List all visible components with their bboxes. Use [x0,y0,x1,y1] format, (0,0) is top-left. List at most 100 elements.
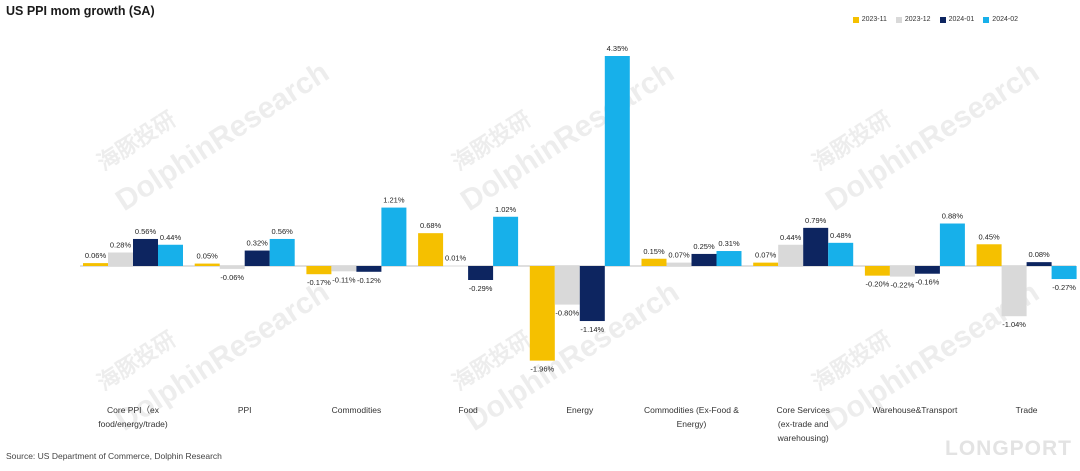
category-label-line: PPI [238,405,252,415]
data-label: 0.79% [805,216,827,225]
category-label-line: (ex-trade and [778,419,829,429]
chart-legend: 2023-11 2023-12 2024-01 2024-02 [852,16,1018,23]
bar [753,262,779,266]
data-label: 0.15% [643,247,665,256]
category-label-line: Core Services [777,405,830,415]
bar [529,266,555,361]
data-label: -0.27% [1052,283,1076,292]
data-label: -0.16% [916,278,940,287]
data-label: 0.48% [830,231,852,240]
bar [579,266,605,322]
data-label: 0.88% [942,212,964,221]
data-label: 0.05% [197,252,219,261]
category-label: Commodities [332,405,382,415]
category-label: Core PPI（ex food/energy/trade) [98,405,168,429]
data-label: -0.22% [891,281,915,290]
bar [554,266,580,305]
bar [493,216,519,266]
bar [219,266,245,269]
bar [468,266,494,280]
category-label: Energy [566,405,594,415]
data-label: 0.01% [445,254,467,263]
category-label-line: warehousing) [777,433,829,443]
legend-item-2024-02: 2024-02 [983,16,1018,23]
legend-label: 2024-02 [992,16,1018,23]
bar [1026,262,1052,266]
category-label-line: Commodities [332,405,382,415]
bar [443,265,469,267]
bar [604,56,630,266]
bar [381,207,407,266]
bar [1051,266,1077,280]
bar [889,266,915,277]
data-label: 0.28% [110,240,132,249]
data-label: 0.08% [1028,250,1050,259]
data-label: 0.07% [755,251,777,260]
data-label: 0.68% [420,221,442,230]
bar [976,244,1002,266]
category-label-line: Trade [1016,405,1038,415]
bar [244,250,270,266]
data-label: 0.44% [780,233,802,242]
data-label: -1.14% [580,325,604,334]
data-label: 4.35% [607,44,629,53]
category-label: Core Services (ex-trade and warehousing) [777,405,830,443]
bar [666,262,692,266]
data-label: -1.96% [530,365,554,374]
bar [331,266,357,272]
data-label: -0.17% [307,278,331,287]
category-label-line: Energy) [677,419,707,429]
bar [269,238,295,266]
category-label: PPI [238,405,252,415]
bar [83,263,108,266]
data-label: 0.45% [978,232,1000,241]
bar [864,266,890,276]
bar [108,252,133,266]
bar [803,227,829,266]
data-label: 1.21% [383,196,405,205]
category-label-line: food/energy/trade) [98,419,168,429]
legend-item-2023-12: 2023-12 [895,16,931,23]
category-label-line: Warehouse&Transport [872,405,958,415]
category-label-line: Food [458,405,478,415]
bar [306,266,332,275]
data-label: -0.12% [357,276,381,285]
bar [194,263,220,266]
bar [418,233,444,266]
category-label: Trade [1016,405,1038,415]
bar [158,244,183,266]
bar [716,251,742,266]
legend-item-2023-11: 2023-11 [852,16,887,23]
bar [939,223,965,266]
legend-swatch [983,16,990,23]
bar [828,242,854,266]
category-label-line: Core PPI（ex [107,405,160,415]
data-label: -0.06% [220,273,244,282]
data-label: 0.32% [247,239,269,248]
data-label: 0.31% [718,239,740,248]
legend-swatch [852,16,859,23]
bar [1001,266,1027,317]
chart-title: US PPI mom growth (SA) [6,4,155,18]
data-label: 0.56% [272,227,294,236]
legend-swatch [895,16,902,23]
category-label: Warehouse&Transport [872,405,958,415]
data-label: 0.44% [160,233,182,242]
data-label: -0.11% [332,275,356,284]
data-label: 0.25% [693,242,715,251]
category-label-line: Commodities (Ex-Food & [644,405,739,415]
legend-label: 2023-11 [861,16,887,23]
bar [778,244,804,266]
data-label: 0.56% [135,227,157,236]
data-label: 0.06% [85,251,107,260]
bar [133,238,158,266]
source-note: Source: US Department of Commerce, Dolph… [6,451,222,461]
bar [914,266,940,274]
category-label-line: Energy [566,405,594,415]
category-label: Commodities (Ex-Food & Energy) [644,405,739,429]
legend-item-2024-01: 2024-01 [939,16,974,23]
legend-swatch [939,16,946,23]
data-label: -0.20% [866,280,890,289]
data-label: -0.29% [469,284,493,293]
